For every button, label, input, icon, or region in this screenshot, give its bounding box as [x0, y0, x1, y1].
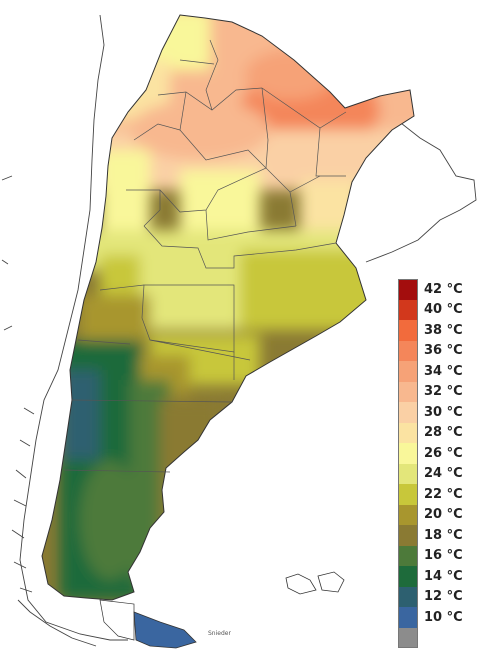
legend-swatch — [398, 484, 418, 505]
legend-label: 28 °C — [424, 425, 463, 441]
legend-swatch — [398, 402, 418, 423]
legend-item: 10 °C — [398, 607, 470, 628]
falkland-islands — [285, 571, 345, 595]
legend-label: 14 °C — [424, 568, 463, 584]
legend-swatch — [398, 361, 418, 382]
legend-swatch — [398, 340, 418, 361]
legend-label: 38 °C — [424, 322, 463, 338]
legend-item: 14 °C — [398, 566, 470, 587]
legend-item: 18 °C — [398, 525, 470, 546]
legend-item: 38 °C — [398, 320, 470, 341]
legend-item: 40 °C — [398, 299, 470, 320]
argentina-outline — [41, 14, 415, 601]
legend-label: 22 °C — [424, 486, 463, 502]
legend-swatch — [398, 545, 418, 566]
legend-item: 34 °C — [398, 361, 470, 382]
legend-swatch — [398, 607, 418, 628]
province-boundaries — [63, 39, 347, 473]
legend-label: 40 °C — [424, 302, 463, 318]
legend-item: 28 °C — [398, 422, 470, 443]
legend-swatch — [398, 381, 418, 402]
legend-label: 26 °C — [424, 445, 463, 461]
legend-item: 42 °C — [398, 279, 470, 300]
legend-swatch — [398, 627, 418, 648]
tierra-del-fuego — [99, 599, 197, 649]
legend-swatch — [398, 320, 418, 341]
legend-swatch — [398, 279, 418, 300]
legend-item: 20 °C — [398, 504, 470, 525]
legend-item: 36 °C — [398, 340, 470, 361]
legend-label: 30 °C — [424, 404, 463, 420]
temperature-legend: 42 °C 40 °C 38 °C 36 °C 34 °C 32 °C 30 °… — [398, 279, 470, 648]
legend-swatch — [398, 566, 418, 587]
legend-label: 10 °C — [424, 609, 463, 625]
legend-label: 16 °C — [424, 548, 463, 564]
legend-item: 32 °C — [398, 381, 470, 402]
legend-swatch — [398, 422, 418, 443]
legend-item: 30 °C — [398, 402, 470, 423]
legend-swatch — [398, 586, 418, 607]
legend-label: 36 °C — [424, 343, 463, 359]
legend-swatch — [398, 504, 418, 525]
legend-item: 22 °C — [398, 484, 470, 505]
legend-item: 26 °C — [398, 443, 470, 464]
legend-item — [398, 627, 470, 648]
legend-label: 20 °C — [424, 507, 463, 523]
legend-item: 12 °C — [398, 586, 470, 607]
legend-label: 42 °C — [424, 281, 463, 297]
neighbor-coastline — [1, 14, 477, 647]
legend-label: 32 °C — [424, 384, 463, 400]
legend-item: 24 °C — [398, 463, 470, 484]
legend-label: 18 °C — [424, 527, 463, 543]
legend-swatch — [398, 525, 418, 546]
legend-swatch — [398, 443, 418, 464]
legend-swatch — [398, 463, 418, 484]
legend-label: 12 °C — [424, 589, 463, 605]
legend-label: 34 °C — [424, 363, 463, 379]
legend-item: 16 °C — [398, 545, 470, 566]
legend-label: 24 °C — [424, 466, 463, 482]
legend-swatch — [398, 299, 418, 320]
map-credit: Snieder — [208, 630, 231, 637]
